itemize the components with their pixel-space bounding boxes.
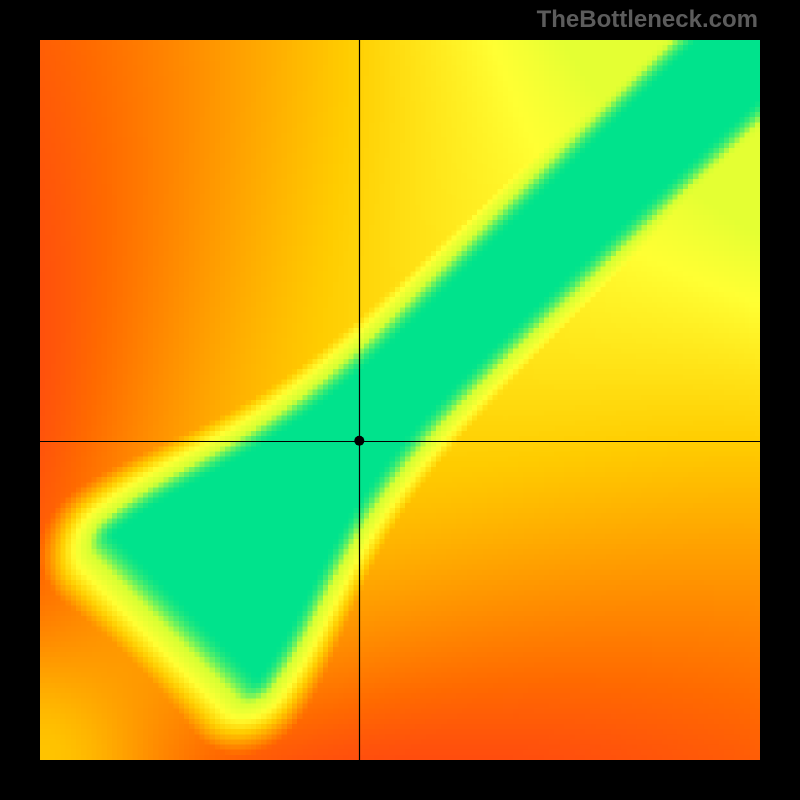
chart-frame <box>40 40 760 760</box>
crosshair-overlay <box>40 40 760 760</box>
watermark-text: TheBottleneck.com <box>537 6 758 34</box>
